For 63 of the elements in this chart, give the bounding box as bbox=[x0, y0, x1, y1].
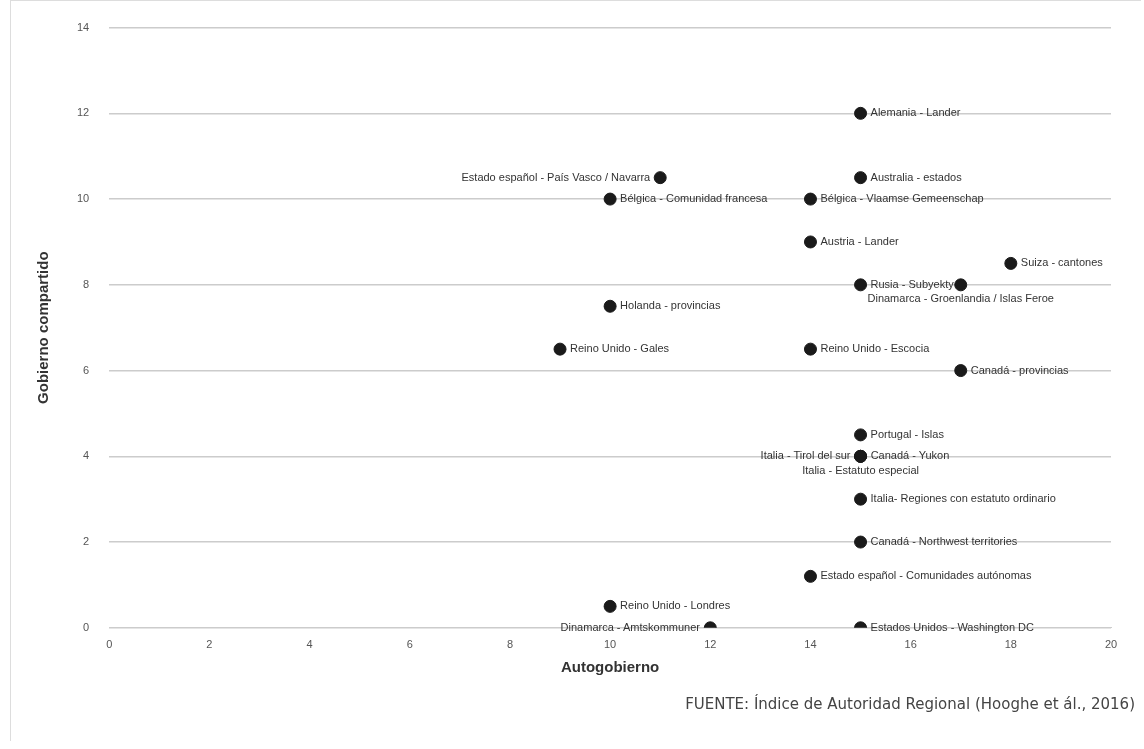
y-tick-label: 8 bbox=[83, 277, 90, 290]
annotation: Dinamarca - Amtskommuner bbox=[560, 620, 701, 633]
annotation: Canadá - Northwest territories bbox=[870, 535, 1018, 548]
y-tick-label: 2 bbox=[83, 535, 90, 548]
x-tick-label: 14 bbox=[804, 638, 817, 651]
annotation: Estado español - Comunidades autónomas bbox=[820, 569, 1032, 582]
annotation: Australia - estados bbox=[870, 170, 963, 183]
annotation: Bélgica - Vlaamse Gemeenschap bbox=[820, 192, 984, 205]
x-tick-label: 18 bbox=[1004, 638, 1017, 651]
point bbox=[1004, 256, 1018, 270]
annotation: Rusia - Subyekty bbox=[870, 277, 955, 290]
point bbox=[954, 278, 968, 292]
point bbox=[854, 171, 868, 185]
annotation: Portugal - Islas bbox=[870, 427, 945, 440]
y-tick-label: 10 bbox=[76, 192, 90, 205]
point bbox=[854, 535, 868, 549]
x-tick-label: 0 bbox=[106, 638, 113, 651]
x-tick-label: 16 bbox=[904, 638, 917, 651]
point bbox=[803, 192, 817, 206]
annotation: Italia - Estatuto especial bbox=[802, 463, 919, 476]
y-tick-label: 0 bbox=[83, 620, 90, 633]
source-note: FUENTE: Índice de Autoridad Regional (Hooghe et ál., 2016) bbox=[685, 695, 1135, 713]
point bbox=[603, 299, 617, 313]
point bbox=[854, 492, 868, 506]
point bbox=[854, 428, 868, 442]
x-tick-label: 10 bbox=[603, 638, 617, 651]
y-tick-label: 12 bbox=[76, 106, 90, 119]
point bbox=[653, 171, 667, 185]
annotation: Italia - Tirol del sur bbox=[760, 449, 851, 462]
y-tick-label: 6 bbox=[83, 363, 90, 376]
annotation: Suiza - cantones bbox=[1020, 256, 1104, 269]
point bbox=[954, 364, 968, 378]
y-tick-label: 14 bbox=[76, 20, 90, 33]
annotation: Estados Unidos - Washington DC bbox=[870, 620, 1035, 633]
x-axis-title: Autogobierno bbox=[560, 658, 660, 676]
annotation: Austria - Lander bbox=[820, 234, 900, 247]
annotation: Reino Unido - Londres bbox=[620, 599, 731, 612]
annotation: Reino Unido - Escocia bbox=[820, 342, 931, 355]
annotation: Reino Unido - Gales bbox=[570, 342, 670, 355]
y-tick-label: 4 bbox=[83, 449, 90, 462]
point bbox=[553, 342, 567, 356]
point bbox=[803, 235, 817, 249]
annotation: Holanda - provincias bbox=[620, 299, 721, 312]
x-tick-label: 6 bbox=[406, 638, 413, 651]
annotation: Bélgica - Comunidad francesa bbox=[620, 192, 769, 205]
annotation: Alemania - Lander bbox=[870, 106, 961, 119]
annotation: Estado español - País Vasco / Navarra bbox=[461, 170, 652, 183]
x-tick-label: 20 bbox=[1104, 638, 1118, 651]
annotation: Italia- Regiones con estatuto ordinario bbox=[870, 492, 1056, 505]
annotation: Canadá - Yukon bbox=[870, 449, 950, 462]
y-axis-title: Gobierno compartido bbox=[34, 251, 52, 404]
point bbox=[603, 192, 617, 206]
x-tick-label: 8 bbox=[506, 638, 513, 651]
point bbox=[854, 106, 868, 120]
point bbox=[854, 278, 868, 292]
annotation: Dinamarca - Groenlandia / Islas Feroe bbox=[867, 292, 1054, 305]
x-tick-label: 2 bbox=[206, 638, 213, 651]
x-tick-label: 12 bbox=[704, 638, 717, 651]
x-tick-label: 4 bbox=[306, 638, 313, 651]
point bbox=[603, 599, 617, 613]
point bbox=[803, 342, 817, 356]
point bbox=[803, 569, 817, 583]
annotation: Canadá - provincias bbox=[970, 363, 1070, 376]
